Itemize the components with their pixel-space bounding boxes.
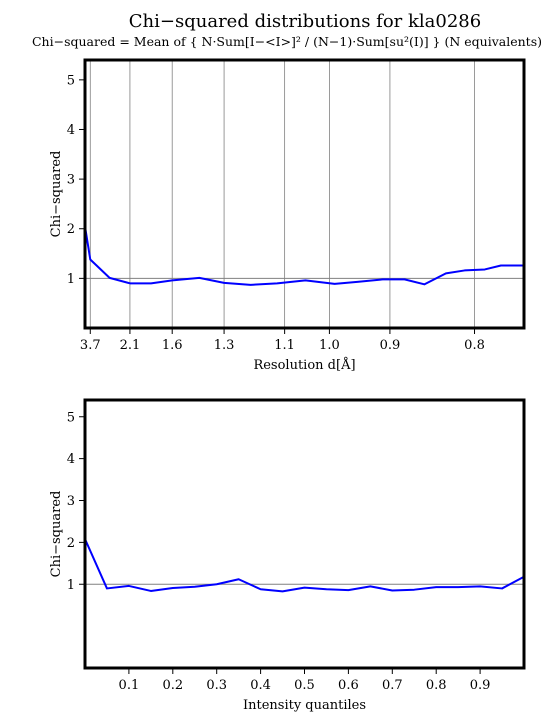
y-tick-label: 2	[67, 536, 75, 551]
x-tick-label: 2.1	[120, 338, 141, 353]
x-tick-label: 1.0	[319, 338, 340, 353]
y-tick-label: 1	[67, 578, 75, 593]
x-tick-label: 0.5	[294, 678, 315, 693]
x-tick-label: 3.7	[80, 338, 101, 353]
x-tick-label: 0.2	[162, 678, 183, 693]
y-tick-label: 5	[67, 410, 75, 425]
y-axis-label: Chi−squared	[49, 491, 64, 578]
chart-panel-quantiles: 0.1 0.2 0.3 0.4 0.5 0.6 0.7 0.8 0.9 1 2 3 4 5 Intensit…	[49, 398, 526, 713]
x-tick-label: 0.6	[338, 678, 359, 693]
y-tick-label: 3	[67, 494, 75, 509]
y-tick-label: 4	[67, 123, 75, 138]
x-axis-label: Intensity quantiles	[243, 698, 366, 713]
y-tick-label: 4	[67, 452, 75, 467]
chart-panel-resolution: 3.7 2.1 1.6 1.3 1.1 1.0 0.9 0.8 1 2 3 4 5 Resolution …	[49, 58, 526, 373]
series-line	[84, 226, 524, 286]
x-tick-label: 1.3	[214, 338, 235, 353]
x-tick-label: 0.3	[206, 678, 227, 693]
x-tick-label: 1.6	[162, 338, 183, 353]
chart-title: Chi−squared distributions for kla0286	[129, 11, 481, 32]
y-tick-label: 2	[67, 222, 75, 237]
x-axis-label: Resolution d[Å]	[253, 357, 355, 373]
series-line	[84, 538, 525, 593]
x-tick-label: 0.7	[382, 678, 403, 693]
x-tick-label: 0.9	[470, 678, 491, 693]
x-tick-label: 0.9	[380, 338, 401, 353]
x-tick-label: 0.1	[119, 678, 140, 693]
y-tick-label: 3	[67, 173, 75, 188]
x-tick-label: 0.4	[250, 678, 271, 693]
chart-subtitle: Chi−squared = Mean of { N·Sum[I−<I>]² / …	[32, 34, 542, 49]
y-tick-label: 5	[67, 73, 75, 88]
plot-frame	[83, 58, 526, 330]
x-tick-label: 1.1	[274, 338, 295, 353]
x-tick-label: 0.8	[426, 678, 447, 693]
y-tick-label: 1	[67, 272, 75, 287]
x-tick-label: 0.8	[464, 338, 485, 353]
y-axis-label: Chi−squared	[49, 151, 64, 238]
plot-frame	[83, 398, 526, 670]
